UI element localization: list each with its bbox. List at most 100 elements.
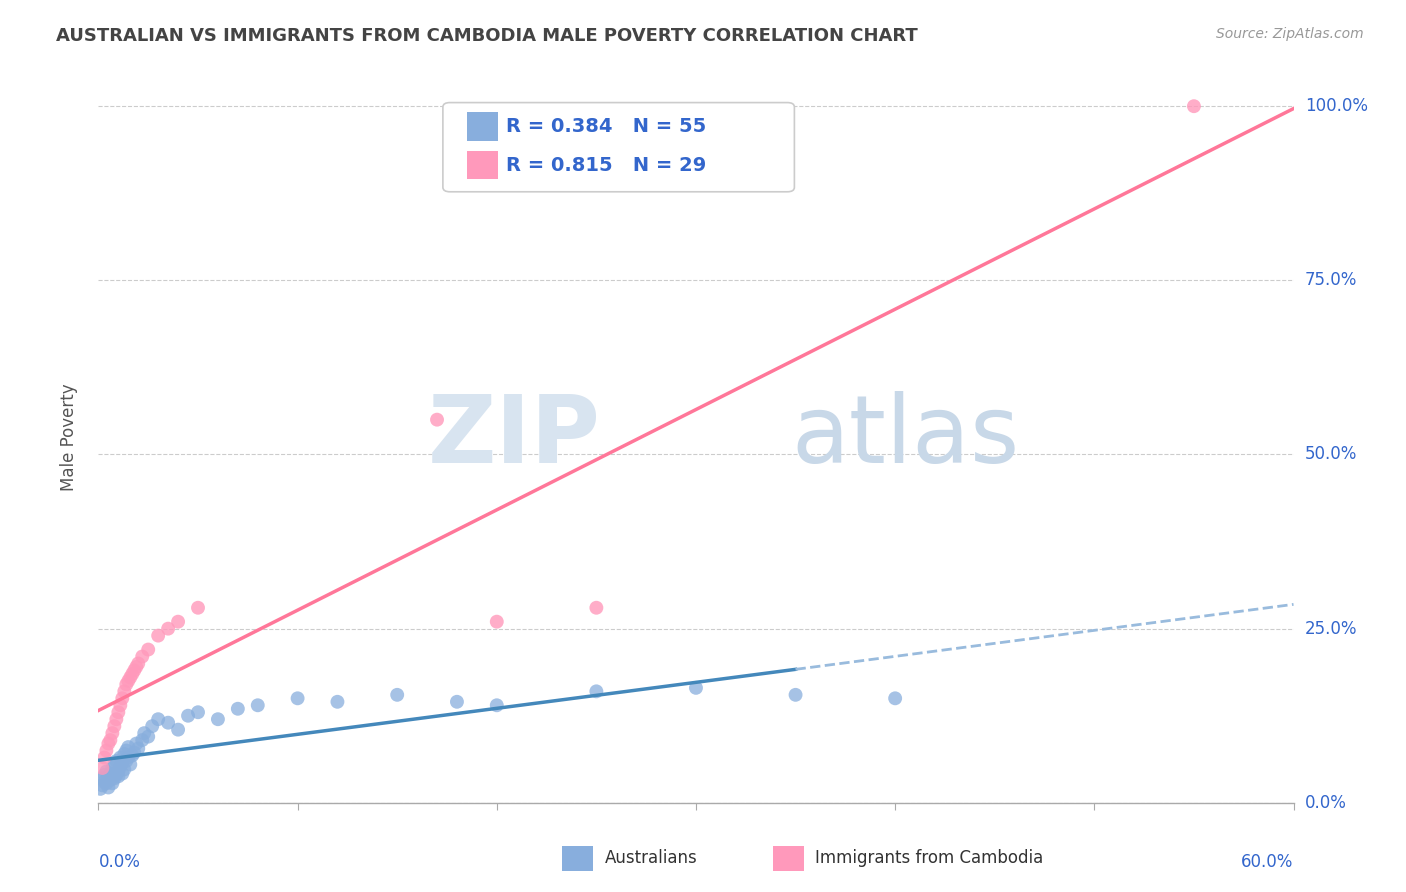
Point (111, 766, 134, 780)
Point (96, 743, 118, 757)
Point (426, 412, 449, 426)
Point (101, 776, 124, 790)
Point (326, 695, 349, 709)
Point (112, 763, 135, 777)
Point (124, 664, 146, 678)
Point (117, 673, 139, 688)
Point (136, 642, 159, 657)
Point (121, 748, 143, 763)
Point (89, 781, 111, 796)
Point (110, 698, 132, 713)
Text: 60.0%: 60.0% (1241, 853, 1294, 871)
Point (91, 778, 114, 792)
Point (157, 622, 180, 636)
Text: R = 0.815   N = 29: R = 0.815 N = 29 (506, 155, 706, 175)
Point (207, 712, 229, 726)
Point (117, 750, 139, 764)
Point (177, 708, 200, 723)
Point (115, 677, 138, 691)
Point (96, 776, 118, 790)
Point (131, 733, 153, 747)
Point (127, 657, 149, 671)
Point (93, 768, 115, 782)
Point (101, 726, 124, 740)
Point (97, 737, 120, 751)
Point (187, 705, 209, 719)
Text: atlas: atlas (792, 391, 1019, 483)
Point (136, 730, 159, 744)
Point (125, 660, 148, 674)
Point (385, 688, 409, 702)
Point (98, 772, 122, 787)
Point (117, 740, 139, 755)
Point (167, 723, 190, 737)
Point (103, 757, 125, 772)
Point (110, 750, 132, 764)
Text: 50.0%: 50.0% (1305, 445, 1357, 464)
Point (167, 615, 190, 629)
Point (485, 615, 508, 629)
Y-axis label: Male Poverty: Male Poverty (59, 384, 77, 491)
Point (111, 691, 134, 706)
Point (187, 600, 209, 615)
Point (105, 754, 128, 768)
Text: ZIP: ZIP (427, 391, 600, 483)
Point (98, 766, 122, 780)
Point (121, 667, 143, 681)
Point (124, 746, 146, 760)
Point (785, 688, 807, 702)
Point (107, 769, 129, 783)
Point (107, 705, 129, 719)
Text: R = 0.384   N = 55: R = 0.384 N = 55 (506, 117, 706, 136)
Point (226, 702, 249, 716)
Point (287, 691, 309, 706)
Point (112, 684, 135, 698)
Point (110, 759, 132, 773)
Point (105, 712, 128, 726)
Point (93, 750, 115, 764)
Point (148, 712, 170, 726)
Text: Australians: Australians (605, 849, 697, 867)
Point (585, 684, 607, 698)
Point (91, 761, 114, 775)
Point (98, 733, 122, 747)
Point (105, 768, 128, 782)
Point (141, 719, 163, 733)
Point (134, 726, 156, 740)
Point (96, 764, 118, 779)
Point (93, 775, 115, 789)
Text: AUSTRALIAN VS IMMIGRANTS FROM CAMBODIA MALE POVERTY CORRELATION CHART: AUSTRALIAN VS IMMIGRANTS FROM CAMBODIA M… (56, 27, 918, 45)
Point (485, 698, 508, 713)
Point (884, 691, 907, 706)
Point (685, 681, 707, 695)
Text: 0.0%: 0.0% (1305, 794, 1347, 812)
Point (246, 698, 269, 713)
Point (115, 743, 138, 757)
Point (131, 649, 153, 664)
Point (148, 629, 170, 643)
Text: 0.0%: 0.0% (98, 853, 141, 871)
Point (125, 737, 148, 751)
Text: 75.0%: 75.0% (1305, 271, 1357, 289)
Point (120, 670, 142, 684)
Point (115, 754, 138, 768)
Point (101, 761, 124, 775)
Point (103, 772, 125, 786)
Point (91, 772, 114, 786)
Text: Immigrants from Cambodia: Immigrants from Cambodia (815, 849, 1043, 867)
Point (127, 741, 149, 756)
Point (120, 757, 142, 772)
Point (1182, 99, 1205, 113)
Text: 100.0%: 100.0% (1305, 97, 1368, 115)
Point (97, 769, 120, 783)
Point (157, 715, 180, 730)
Point (446, 695, 468, 709)
Point (97, 780, 120, 795)
Text: 25.0%: 25.0% (1305, 620, 1357, 638)
Point (103, 719, 125, 733)
Point (111, 756, 134, 770)
Point (107, 764, 129, 779)
Point (112, 747, 135, 761)
Point (585, 600, 607, 615)
Text: Source: ZipAtlas.com: Source: ZipAtlas.com (1216, 27, 1364, 41)
